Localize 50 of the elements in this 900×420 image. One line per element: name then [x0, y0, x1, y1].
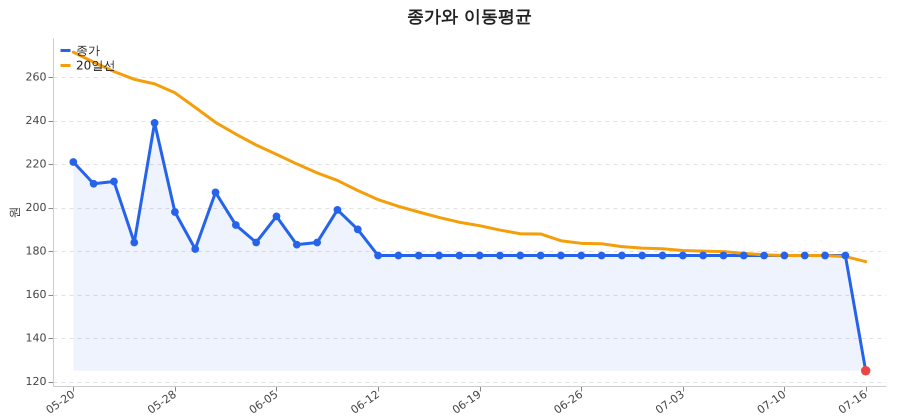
point — [577, 252, 586, 260]
point — [150, 118, 158, 127]
point — [252, 238, 260, 246]
point — [618, 252, 626, 260]
point — [557, 252, 565, 260]
legend-label: 종가 — [76, 44, 100, 58]
point — [740, 252, 748, 260]
point — [212, 188, 220, 196]
y-tick-label: 260 — [26, 70, 46, 84]
point — [598, 252, 606, 260]
point — [800, 252, 809, 260]
point — [313, 238, 321, 246]
point — [191, 245, 200, 253]
y-tick-label: 220 — [26, 158, 46, 171]
point — [821, 252, 829, 260]
point — [678, 252, 687, 260]
y-tick-label: 200 — [26, 201, 46, 214]
y-tick-label: 160 — [26, 288, 46, 302]
point — [354, 226, 362, 234]
point — [374, 252, 382, 260]
point — [720, 252, 728, 260]
point — [272, 212, 280, 220]
point — [435, 252, 443, 260]
point — [90, 180, 98, 188]
point — [658, 252, 666, 260]
point — [699, 252, 708, 260]
point — [516, 252, 524, 260]
point — [414, 252, 423, 260]
point — [536, 252, 544, 260]
point — [780, 252, 788, 260]
point — [476, 252, 484, 260]
y-tick-label: 180 — [26, 244, 46, 258]
point — [455, 252, 464, 260]
y-tick-label: 240 — [26, 114, 46, 128]
point — [841, 252, 850, 260]
point — [292, 240, 301, 248]
point — [334, 206, 342, 214]
point — [171, 208, 179, 216]
y-tick-label: 120 — [26, 375, 46, 388]
point — [232, 221, 240, 229]
point — [638, 252, 646, 260]
point — [496, 252, 504, 260]
point — [110, 178, 118, 186]
y-tick-label: 140 — [26, 332, 46, 345]
point — [130, 238, 138, 246]
point — [69, 158, 78, 166]
chart-title: 종가와 이동평균 — [407, 7, 532, 27]
point — [394, 252, 402, 260]
point — [760, 252, 768, 260]
y-axis-title: 원 — [8, 206, 22, 218]
